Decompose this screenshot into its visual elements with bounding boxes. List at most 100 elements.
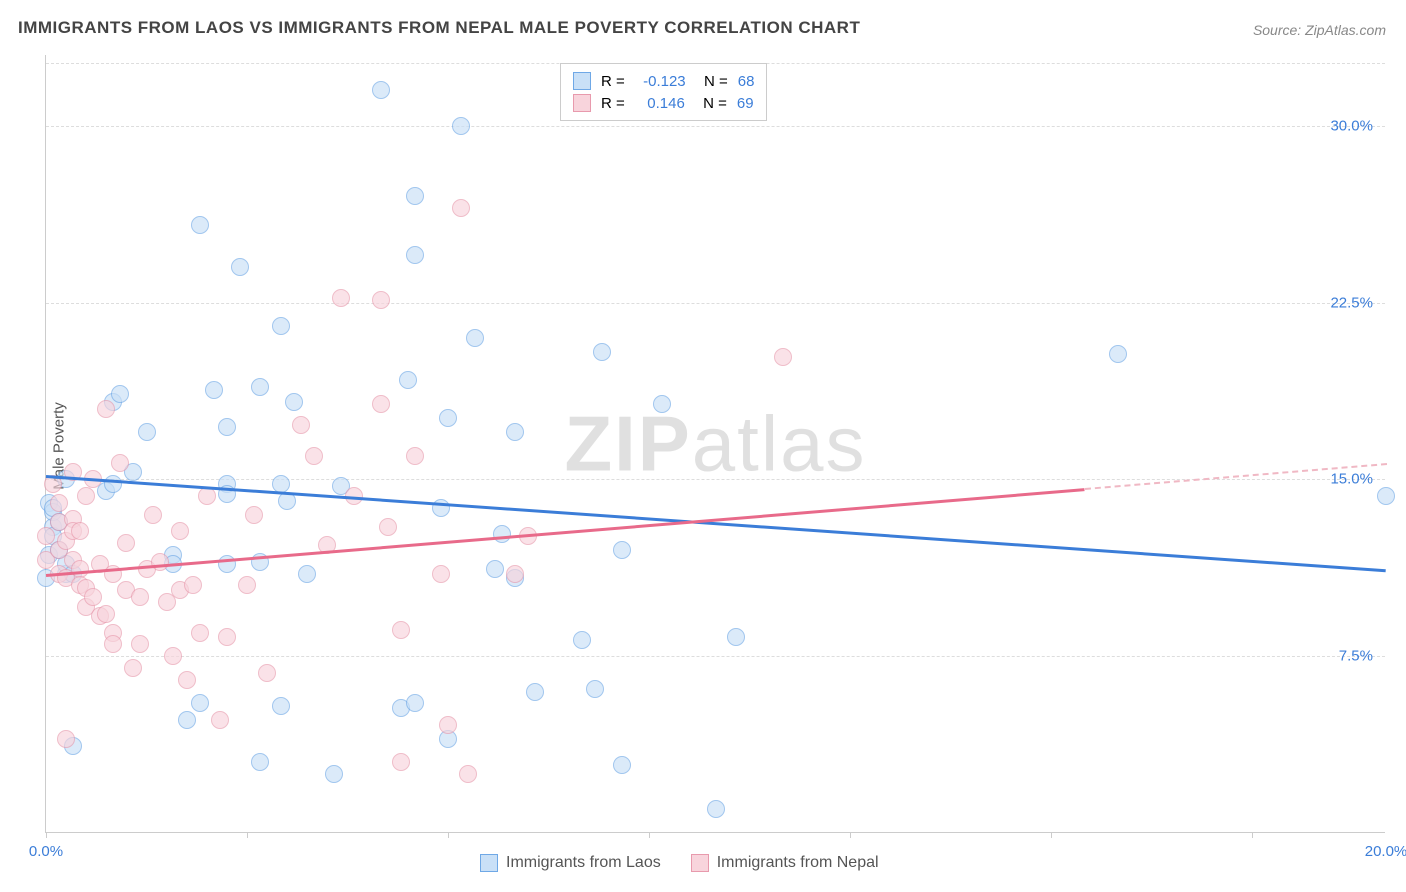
data-point — [506, 423, 524, 441]
x-tick-mark — [247, 832, 248, 838]
data-point — [258, 664, 276, 682]
gridline — [46, 126, 1385, 127]
data-point — [1377, 487, 1395, 505]
data-point — [171, 522, 189, 540]
data-point — [191, 216, 209, 234]
gridline — [46, 303, 1385, 304]
y-tick-label: 7.5% — [1339, 648, 1373, 665]
x-tick-mark — [448, 832, 449, 838]
legend-swatch-pink — [573, 94, 591, 112]
legend-swatch-pink — [691, 854, 709, 872]
data-point — [493, 525, 511, 543]
x-tick-mark — [1252, 832, 1253, 838]
data-point — [292, 416, 310, 434]
data-point — [439, 409, 457, 427]
gridline — [46, 656, 1385, 657]
data-point — [613, 756, 631, 774]
data-point — [406, 694, 424, 712]
data-point — [379, 518, 397, 536]
data-point — [613, 541, 631, 559]
series-legend: Immigrants from Laos Immigrants from Nep… — [480, 854, 879, 872]
data-point — [251, 753, 269, 771]
data-point — [432, 565, 450, 583]
data-point — [406, 246, 424, 264]
data-point — [432, 499, 450, 517]
data-point — [486, 560, 504, 578]
legend-label: Immigrants from Nepal — [717, 854, 879, 872]
data-point — [205, 381, 223, 399]
data-point — [178, 711, 196, 729]
data-point — [586, 680, 604, 698]
data-point — [707, 800, 725, 818]
data-point — [439, 716, 457, 734]
data-point — [452, 117, 470, 135]
data-point — [332, 289, 350, 307]
data-point — [466, 329, 484, 347]
data-point — [71, 560, 89, 578]
data-point — [406, 187, 424, 205]
data-point — [184, 576, 202, 594]
data-point — [57, 730, 75, 748]
y-tick-label: 15.0% — [1330, 471, 1373, 488]
correlation-legend: R = -0.123 N = 68 R = 0.146 N = 69 — [560, 63, 767, 121]
watermark-text: ZIPatlas — [564, 398, 866, 489]
x-tick-mark — [649, 832, 650, 838]
data-point — [97, 400, 115, 418]
x-tick-mark — [850, 832, 851, 838]
data-point — [111, 385, 129, 403]
data-point — [506, 565, 524, 583]
data-point — [372, 395, 390, 413]
data-point — [77, 487, 95, 505]
data-point — [774, 348, 792, 366]
data-point — [238, 576, 256, 594]
data-point — [298, 565, 316, 583]
data-point — [97, 605, 115, 623]
data-point — [218, 628, 236, 646]
data-point — [245, 506, 263, 524]
data-point — [124, 659, 142, 677]
scatter-plot: ZIPatlas 7.5%15.0%22.5%30.0%0.0%20.0% — [45, 55, 1385, 833]
data-point — [406, 447, 424, 465]
data-point — [138, 423, 156, 441]
data-point — [526, 683, 544, 701]
x-tick-mark — [46, 832, 47, 838]
data-point — [191, 624, 209, 642]
data-point — [272, 317, 290, 335]
data-point — [191, 694, 209, 712]
x-tick-mark — [1051, 832, 1052, 838]
data-point — [573, 631, 591, 649]
data-point — [1109, 345, 1127, 363]
legend-label: Immigrants from Laos — [506, 854, 661, 872]
data-point — [231, 258, 249, 276]
data-point — [211, 711, 229, 729]
chart-title: IMMIGRANTS FROM LAOS VS IMMIGRANTS FROM … — [18, 18, 860, 38]
legend-swatch-blue — [573, 72, 591, 90]
data-point — [285, 393, 303, 411]
data-point — [37, 527, 55, 545]
data-point — [144, 506, 162, 524]
data-point — [71, 522, 89, 540]
data-point — [131, 588, 149, 606]
data-point — [198, 487, 216, 505]
y-tick-label: 30.0% — [1330, 117, 1373, 134]
data-point — [84, 588, 102, 606]
data-point — [104, 635, 122, 653]
data-point — [50, 494, 68, 512]
data-point — [305, 447, 323, 465]
data-point — [727, 628, 745, 646]
x-tick-label: 20.0% — [1365, 843, 1406, 860]
source-label: Source: ZipAtlas.com — [1253, 22, 1386, 38]
data-point — [653, 395, 671, 413]
x-tick-label: 0.0% — [29, 843, 63, 860]
data-point — [131, 635, 149, 653]
legend-swatch-blue — [480, 854, 498, 872]
data-point — [452, 199, 470, 217]
data-point — [251, 378, 269, 396]
data-point — [459, 765, 477, 783]
data-point — [325, 765, 343, 783]
data-point — [399, 371, 417, 389]
data-point — [104, 475, 122, 493]
y-tick-label: 22.5% — [1330, 294, 1373, 311]
data-point — [392, 621, 410, 639]
data-point — [593, 343, 611, 361]
